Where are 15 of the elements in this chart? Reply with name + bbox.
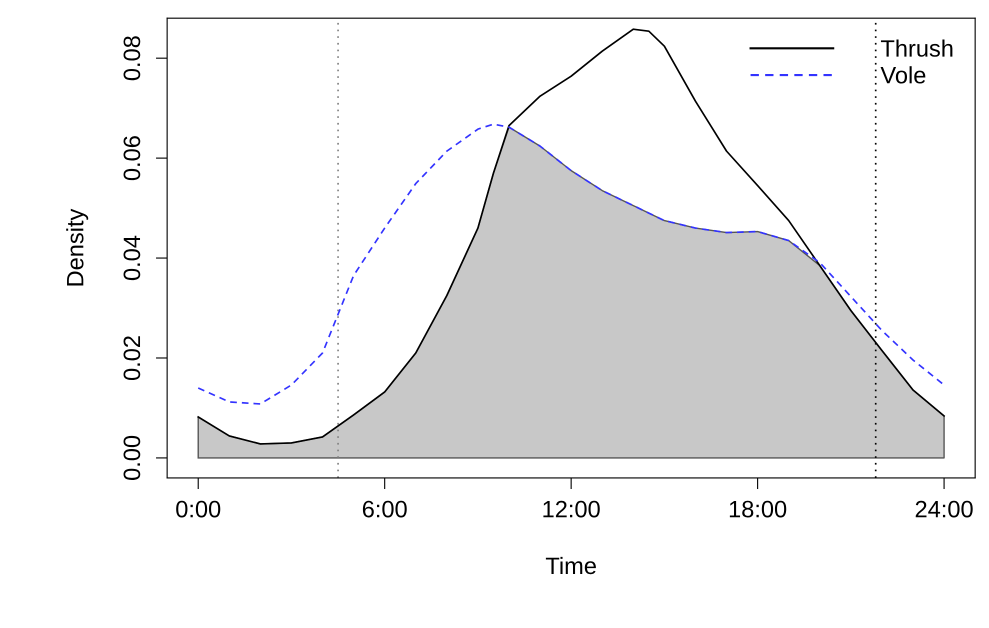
x-axis-title: Time: [546, 556, 596, 574]
line-series: [197, 123, 945, 405]
x-tick-label: 12:00: [543, 500, 600, 518]
x-tick-label: 18:00: [730, 500, 786, 518]
y-tick-label: 0.04: [124, 236, 140, 280]
legend-label: Vole: [880, 66, 926, 84]
x-tick-label: 24:00: [916, 500, 973, 518]
x-tick-label: 6:00: [362, 500, 407, 518]
y-tick-label: 0.02: [124, 336, 140, 380]
x-tick-label: 0:00: [176, 500, 220, 518]
legend-label: Thrush: [880, 39, 952, 57]
y-axis-title: Density: [66, 208, 88, 286]
y-tick-label: 0.06: [124, 136, 140, 180]
y-tick-label: 0.00: [124, 436, 140, 480]
y-tick-label: 0.08: [124, 36, 140, 80]
